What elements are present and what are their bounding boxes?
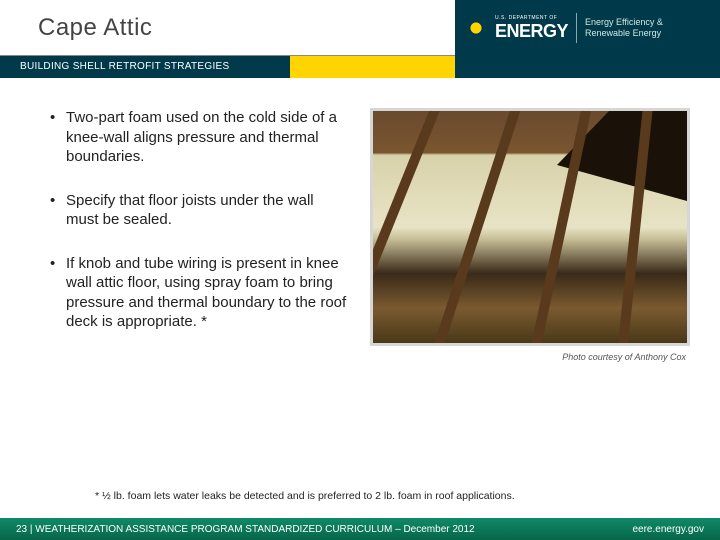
doe-logo-block: U.S. DEPARTMENT OF ENERGY Energy Efficie… [455, 0, 720, 56]
photo-rafter [531, 108, 593, 346]
subheader-fill [455, 56, 720, 78]
photo-credit: Photo courtesy of Anthony Cox [370, 352, 692, 362]
sun-icon [465, 17, 487, 39]
bullet-list: Two-part foam used on the cold side of a… [50, 108, 350, 362]
logo-divider [576, 13, 577, 43]
slide-footer: 23 | WEATHERIZATION ASSISTANCE PROGRAM S… [0, 518, 720, 540]
content-area: Two-part foam used on the cold side of a… [0, 78, 720, 362]
slide-title: Cape Attic [38, 14, 152, 42]
bullet-item: If knob and tube wiring is present in kn… [50, 254, 350, 332]
energy-wordmark: ENERGY [495, 21, 568, 42]
bullet-item: Two-part foam used on the cold side of a… [50, 108, 350, 167]
subheader-accent [290, 56, 455, 78]
eere-line1: Energy Efficiency & [585, 17, 663, 28]
footer-left: 23 | WEATHERIZATION ASSISTANCE PROGRAM S… [16, 524, 475, 535]
attic-photo [370, 108, 690, 346]
subheader-row: BUILDING SHELL RETROFIT STRATEGIES [0, 56, 720, 78]
eere-line2: Renewable Energy [585, 28, 663, 39]
photo-column: Photo courtesy of Anthony Cox [370, 108, 692, 362]
footnote-text: * ½ lb. foam lets water leaks be detecte… [95, 490, 515, 502]
photo-rafter [433, 108, 523, 346]
footer-right: eere.energy.gov [632, 524, 704, 535]
bullet-item: Specify that floor joists under the wall… [50, 191, 350, 230]
subheader-label: BUILDING SHELL RETROFIT STRATEGIES [0, 56, 290, 78]
doe-wordmark: U.S. DEPARTMENT OF ENERGY [495, 15, 568, 42]
photo-rafter [370, 108, 442, 346]
eere-tagline: Energy Efficiency & Renewable Energy [585, 17, 663, 39]
